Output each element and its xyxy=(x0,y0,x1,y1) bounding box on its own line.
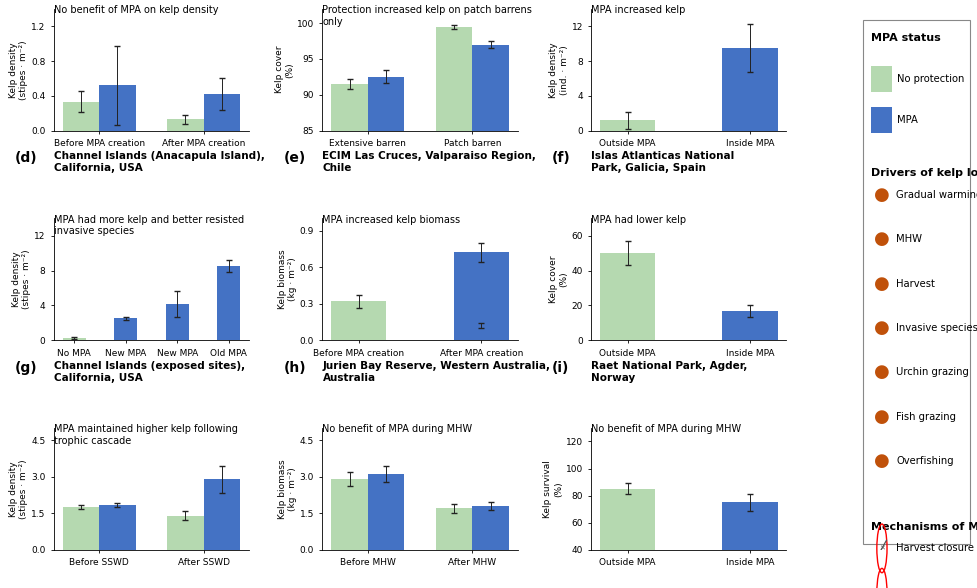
Bar xyxy=(600,489,655,588)
Y-axis label: Kelp survival
(%): Kelp survival (%) xyxy=(543,460,562,518)
Text: Harvest closure: Harvest closure xyxy=(895,543,973,553)
Text: Mechanisms of MPA action: Mechanisms of MPA action xyxy=(871,522,977,532)
Text: MPA had more kelp and better resisted
invasive species: MPA had more kelp and better resisted in… xyxy=(54,215,243,236)
Text: (d): (d) xyxy=(15,151,37,165)
Text: MPA maintained higher kelp following
trophic cascade: MPA maintained higher kelp following tro… xyxy=(54,425,237,446)
Text: Protection increased kelp on patch barrens
only: Protection increased kelp on patch barre… xyxy=(322,5,531,27)
Text: Overfishing: Overfishing xyxy=(895,456,953,466)
Text: (f): (f) xyxy=(552,151,571,165)
Text: (e): (e) xyxy=(283,151,306,165)
Text: Channel Islands (Anacapula Island),
California, USA: Channel Islands (Anacapula Island), Cali… xyxy=(54,151,265,173)
Text: MPA increased kelp biomass: MPA increased kelp biomass xyxy=(322,215,460,225)
Bar xyxy=(722,502,777,588)
Text: MPA: MPA xyxy=(896,115,917,125)
Text: Urchin grazing: Urchin grazing xyxy=(895,368,968,377)
Bar xyxy=(203,94,240,131)
Text: No benefit of MPA during MHW: No benefit of MPA during MHW xyxy=(590,425,741,435)
Bar xyxy=(722,310,777,340)
Text: Drivers of kelp loss: Drivers of kelp loss xyxy=(871,168,977,178)
Bar xyxy=(203,479,240,550)
Text: Channel Islands (exposed sites),
California, USA: Channel Islands (exposed sites), Califor… xyxy=(54,361,244,383)
Text: (h): (h) xyxy=(283,361,306,375)
Y-axis label: Kelp density
(ind. · m⁻²): Kelp density (ind. · m⁻²) xyxy=(549,42,568,98)
Y-axis label: Kelp cover
(%): Kelp cover (%) xyxy=(275,46,294,93)
Y-axis label: Kelp cover
(%): Kelp cover (%) xyxy=(549,256,568,303)
Bar xyxy=(165,303,189,340)
Text: MPA increased kelp: MPA increased kelp xyxy=(590,5,685,15)
Bar xyxy=(167,119,203,131)
Y-axis label: Kelp biomass
(kg · m⁻²): Kelp biomass (kg · m⁻²) xyxy=(277,459,297,519)
Text: MPA had lower kelp: MPA had lower kelp xyxy=(590,215,686,225)
Bar xyxy=(63,338,86,340)
Text: Invasive species: Invasive species xyxy=(895,323,977,333)
Text: ●: ● xyxy=(873,186,889,204)
Bar xyxy=(453,326,508,340)
Text: (i): (i) xyxy=(552,361,569,375)
Bar xyxy=(99,85,136,131)
Bar xyxy=(99,505,136,550)
Bar xyxy=(871,107,891,133)
Y-axis label: Kelp biomass
(kg · m⁻²): Kelp biomass (kg · m⁻²) xyxy=(277,249,297,309)
Text: No protection: No protection xyxy=(896,74,963,84)
Text: ●: ● xyxy=(873,363,889,382)
Bar xyxy=(114,319,137,340)
Bar xyxy=(63,102,99,131)
Text: MPA status: MPA status xyxy=(871,33,940,43)
Text: No benefit of MPA on kelp density: No benefit of MPA on kelp density xyxy=(54,5,218,15)
Bar xyxy=(472,506,508,550)
Text: Fish grazing: Fish grazing xyxy=(895,412,956,422)
Text: Islas Atlanticas National
Park, Galicia, Spain: Islas Atlanticas National Park, Galicia,… xyxy=(590,151,734,173)
Text: Raet National Park, Agder,
Norway: Raet National Park, Agder, Norway xyxy=(590,361,746,383)
FancyBboxPatch shape xyxy=(863,19,969,544)
Y-axis label: Kelp density
(stipes · m⁻²): Kelp density (stipes · m⁻²) xyxy=(9,459,28,519)
Text: No benefit of MPA during MHW: No benefit of MPA during MHW xyxy=(322,425,472,435)
Bar xyxy=(453,252,508,340)
Text: Jurien Bay Reserve, Western Australia,
Australia: Jurien Bay Reserve, Western Australia, A… xyxy=(322,361,550,383)
Bar xyxy=(63,507,99,550)
Text: MHW: MHW xyxy=(895,235,921,245)
Bar xyxy=(600,253,655,340)
Bar xyxy=(722,48,777,131)
Text: Harvest: Harvest xyxy=(895,279,934,289)
Text: ✕: ✕ xyxy=(878,546,884,552)
Bar xyxy=(871,66,891,92)
Bar xyxy=(331,84,367,588)
Text: ●: ● xyxy=(873,452,889,470)
Bar xyxy=(600,120,655,131)
Y-axis label: Kelp density
(stipes · m⁻²): Kelp density (stipes · m⁻²) xyxy=(9,40,28,99)
Text: ●: ● xyxy=(873,408,889,426)
Text: ●: ● xyxy=(873,319,889,337)
Bar xyxy=(367,77,404,588)
Bar xyxy=(217,266,240,340)
Bar xyxy=(167,516,203,550)
Text: (g): (g) xyxy=(15,361,37,375)
Text: Gradual warming: Gradual warming xyxy=(895,190,977,200)
Bar xyxy=(436,26,472,588)
Bar xyxy=(436,509,472,550)
Bar xyxy=(331,479,367,550)
Text: ●: ● xyxy=(873,275,889,293)
Bar xyxy=(367,475,404,550)
Text: ●: ● xyxy=(873,230,889,248)
Bar xyxy=(331,301,386,340)
Text: ECIM Las Cruces, Valparaiso Region,
Chile: ECIM Las Cruces, Valparaiso Region, Chil… xyxy=(322,151,535,173)
Y-axis label: Kelp density
(stipes · m⁻²): Kelp density (stipes · m⁻²) xyxy=(12,249,31,309)
Bar xyxy=(472,45,508,588)
